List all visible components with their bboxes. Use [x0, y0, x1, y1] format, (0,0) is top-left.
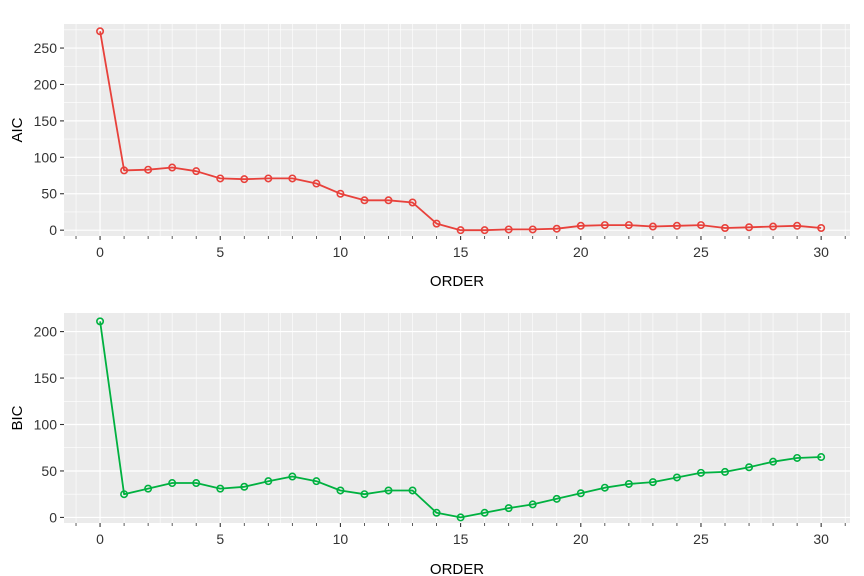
bic-data-point	[312, 477, 321, 486]
bic-data-point	[96, 317, 105, 326]
bic-data-point	[624, 479, 633, 488]
bic-x-tick-label: 0	[96, 531, 104, 547]
aic-data-point	[576, 221, 585, 230]
aic-data-point	[144, 165, 153, 174]
aic-y-tick-label: 150	[34, 113, 58, 129]
aic-data-point	[216, 174, 225, 183]
aic-data-point	[240, 175, 249, 184]
aic-data-point	[264, 174, 273, 183]
aic-y-tick-label: 0	[49, 222, 57, 238]
aic-x-tick-label: 20	[573, 244, 589, 260]
bic-y-tick-label: 0	[49, 509, 57, 525]
bic-data-point	[432, 508, 441, 517]
bic-data-point	[384, 486, 393, 495]
bic-y-tick-label: 150	[34, 370, 58, 386]
aic-data-point	[288, 174, 297, 183]
bic-y-tick-label: 200	[34, 324, 58, 340]
aic-x-tick-label: 5	[216, 244, 224, 260]
aic-y-tick-label: 50	[41, 186, 57, 202]
bic-data-point	[288, 472, 297, 481]
aic-data-point	[552, 224, 561, 233]
bic-data-point	[600, 483, 609, 492]
aic-data-point	[672, 221, 681, 230]
aic-data-point	[120, 166, 129, 175]
aic-data-point	[721, 223, 730, 232]
bic-data-point	[192, 479, 201, 488]
bic-data-point	[528, 500, 537, 509]
bic-chart: 0 5 10 15 20 25 30 0 50 100 150 200 ORDER BIC	[9, 313, 850, 576]
bic-data-point	[672, 473, 681, 482]
bic-data-point	[793, 453, 802, 462]
bic-data-point	[144, 484, 153, 493]
bic-data-point	[240, 482, 249, 491]
aic-data-point	[168, 163, 177, 172]
aic-y-tick-label: 100	[34, 149, 58, 165]
aic-data-point	[624, 221, 633, 230]
aic-y-tick-label: 250	[34, 40, 58, 56]
aic-x-tick-label: 25	[693, 244, 709, 260]
bic-data-point	[817, 453, 826, 462]
bic-data-point	[696, 468, 705, 477]
bic-x-tick-label: 20	[573, 531, 589, 547]
bic-series-line	[99, 321, 822, 519]
aic-panel-background	[64, 24, 850, 236]
aic-data-point	[192, 167, 201, 176]
aic-data-point	[817, 223, 826, 232]
bic-data-point	[648, 478, 657, 487]
bic-data-point	[168, 479, 177, 488]
bic-data-point	[769, 457, 778, 466]
aic-data-point	[769, 222, 778, 231]
bic-data-point	[576, 489, 585, 498]
bic-data-point	[216, 484, 225, 493]
aic-chart: 0 5 10 15 20 25 30 0 50 100 150 200 250 ORDER AIC	[9, 24, 850, 290]
bic-data-point	[552, 494, 561, 503]
aic-data-point	[408, 198, 417, 207]
bic-data-point	[745, 463, 754, 472]
bic-x-tick-label: 30	[813, 531, 829, 547]
aic-data-point	[745, 223, 754, 232]
bic-x-tick-label: 15	[453, 531, 469, 547]
bic-data-point	[456, 513, 465, 522]
aic-data-point	[432, 219, 441, 228]
aic-y-axis-title: AIC	[9, 117, 26, 142]
bic-data-point	[336, 486, 345, 495]
aic-data-point	[528, 225, 537, 234]
bic-data-point	[264, 477, 273, 486]
bic-data-point	[504, 504, 513, 513]
bic-data-point	[408, 486, 417, 495]
aic-data-point	[696, 221, 705, 230]
bic-y-tick-label: 50	[41, 463, 57, 479]
bic-x-tick-label: 5	[216, 531, 224, 547]
aic-x-tick-label: 10	[333, 244, 349, 260]
aic-data-point	[480, 226, 489, 235]
bic-data-point	[480, 508, 489, 517]
bic-data-point	[120, 490, 129, 499]
aic-data-point	[360, 196, 369, 205]
bic-y-tick-label: 100	[34, 417, 58, 433]
aic-x-tick-label: 30	[813, 244, 829, 260]
bic-panel-background	[64, 313, 850, 523]
bic-x-axis-title: ORDER	[430, 561, 484, 576]
bic-y-axis-title: BIC	[9, 405, 26, 430]
bic-data-point	[360, 490, 369, 499]
aic-data-point	[336, 189, 345, 198]
aic-data-point	[600, 221, 609, 230]
aic-data-point	[384, 196, 393, 205]
aic-x-axis-title: ORDER	[430, 273, 484, 290]
bic-x-tick-label: 25	[693, 531, 709, 547]
aic-x-tick-label: 0	[96, 244, 104, 260]
aic-data-point	[793, 221, 802, 230]
aic-series-line	[99, 31, 822, 232]
bic-x-tick-label: 10	[333, 531, 349, 547]
aic-x-tick-label: 15	[453, 244, 469, 260]
aic-y-tick-label: 200	[34, 76, 58, 92]
bic-data-point	[721, 467, 730, 476]
aic-data-point	[648, 222, 657, 231]
aic-data-point	[504, 225, 513, 234]
aic-data-point	[312, 179, 321, 188]
aic-data-point	[456, 226, 465, 235]
aic-data-point	[96, 27, 105, 36]
